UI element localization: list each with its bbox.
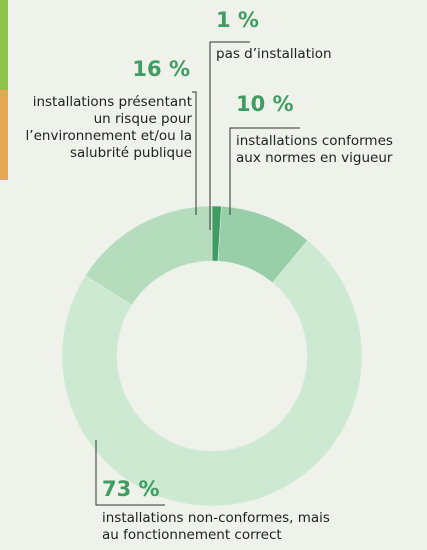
category-label: installations présentant un risque pour … [25,94,192,161]
category-label: pas d’installation [216,46,332,62]
value-label: 73 % [102,477,160,501]
category-label: installations conformes aux normes en vi… [236,133,393,166]
decor-strip [0,0,8,90]
category-label: installations non-conformes, mais au fon… [102,510,330,543]
value-label: 10 % [236,92,294,116]
value-label: 16 % [132,57,190,81]
donut-slice [85,205,213,306]
decor-strip [0,90,8,180]
donut-slice [61,240,363,507]
value-label: 1 % [216,8,259,32]
leader-lines [95,41,300,506]
